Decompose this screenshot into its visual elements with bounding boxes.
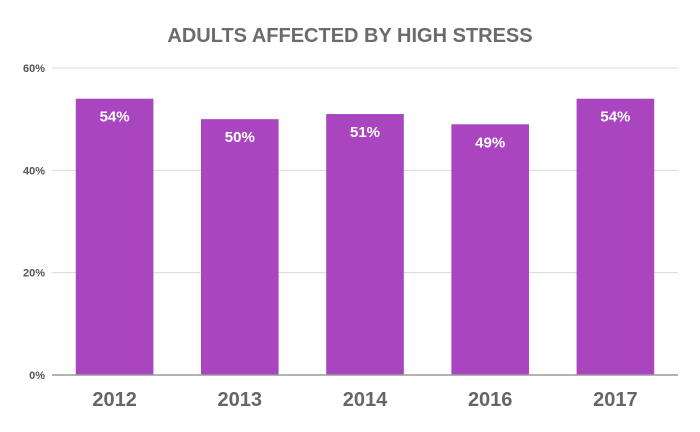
bar-2013: [200, 119, 279, 376]
y-tick-label: 20%: [23, 268, 45, 280]
chart-title: ADULTS AFFECTED BY HIGH STRESS: [167, 25, 532, 47]
x-axis-ticks: 2012 2013 2014 2016 2017: [92, 389, 637, 411]
y-tick-label: 0%: [29, 370, 45, 382]
data-label: 51%: [350, 124, 380, 141]
y-axis-ticks: 0% 20% 40% 60%: [23, 63, 45, 382]
x-tick-label: 2014: [343, 389, 388, 411]
x-tick-label: 2016: [468, 389, 513, 411]
x-tick-label: 2017: [593, 389, 638, 411]
data-label: 49%: [475, 134, 505, 151]
data-label: 54%: [100, 109, 130, 126]
x-tick-label: 2013: [218, 389, 263, 411]
bar-2017: [576, 98, 655, 375]
bar-2016: [451, 124, 530, 376]
x-tick-label: 2012: [92, 389, 137, 411]
bars: [75, 98, 655, 376]
y-tick-label: 40%: [23, 165, 45, 177]
bar-2014: [326, 114, 404, 376]
data-label: 54%: [600, 109, 630, 126]
bar-2012: [75, 98, 154, 375]
data-labels: 54% 50% 51% 49% 54%: [100, 109, 631, 152]
y-tick-label: 60%: [23, 63, 45, 75]
data-label: 50%: [225, 129, 255, 146]
